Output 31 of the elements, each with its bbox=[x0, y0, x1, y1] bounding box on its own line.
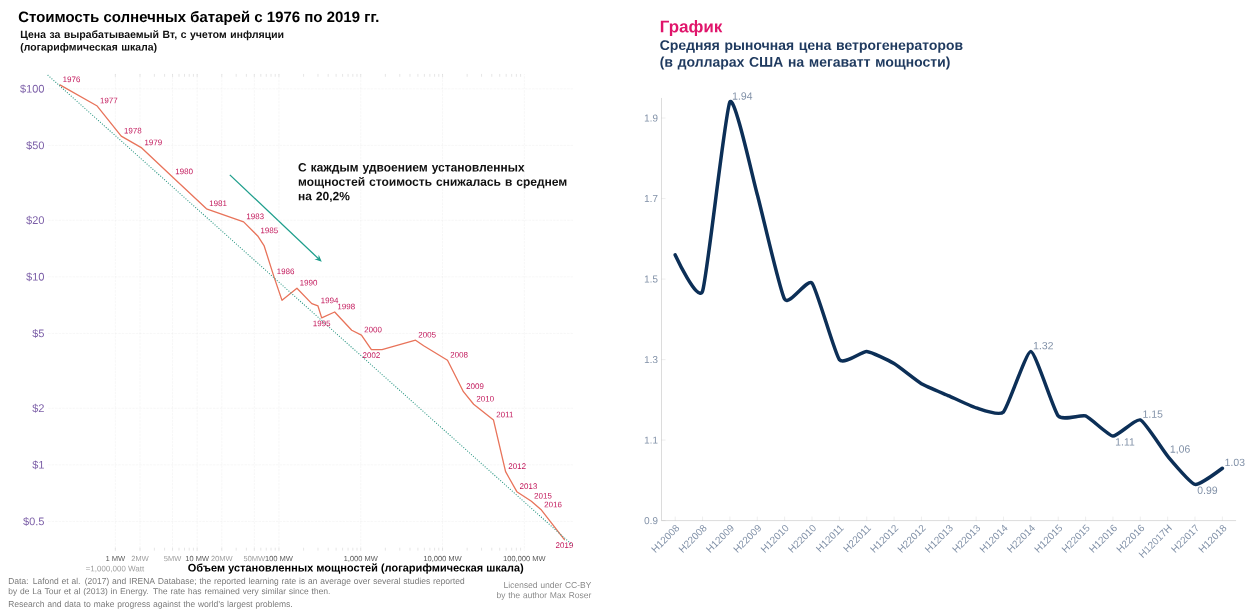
y-tick-label: 1.3 bbox=[644, 356, 658, 364]
y-tick-label: 1.7 bbox=[644, 195, 658, 203]
text: Research and data to make progress against the world’s largest problems. bbox=[8, 600, 292, 609]
y-tick-label: $10 bbox=[26, 272, 44, 282]
y-tick-label: 1.5 bbox=[644, 275, 658, 283]
data-label: 1,06 bbox=[1170, 445, 1190, 455]
y-tick-label: 1.9 bbox=[644, 114, 658, 122]
y-tick-label: $100 bbox=[20, 84, 44, 94]
data-label: 1.32 bbox=[1033, 342, 1053, 350]
chart-title: График bbox=[660, 20, 723, 37]
chart-subtitle: Цена за вырабатываемый Вт, с учетом инфляции (логарифмическая шкала) bbox=[20, 30, 284, 53]
y-tick-label: $2 bbox=[32, 404, 44, 413]
chart-title: Стоимость солнечных батарей с 1976 по 2019 гг. bbox=[18, 11, 379, 26]
data-label: 1.94 bbox=[732, 92, 753, 100]
y-tick-label: $5 bbox=[32, 329, 44, 339]
data-label: 1.15 bbox=[1143, 410, 1163, 419]
text: Data: Lafond et al. (2017) and IRENA Database; the reported learning rate is an average over several studies reported by de La Tour et al (2013) in Energy. The rate has remained very similar since then. bbox=[8, 577, 465, 597]
y-tick-label: $0.5 bbox=[23, 517, 44, 527]
text: Licensed under CC-BY by the author Max Roser bbox=[497, 581, 592, 601]
y-tick-label: 0.9 bbox=[644, 517, 658, 525]
x-axis-title: Объем установленных мощностей (логарифмическая шкала) bbox=[188, 563, 524, 575]
y-tick-label: $1 bbox=[32, 460, 44, 470]
y-tick-label: $50 bbox=[26, 141, 44, 151]
data-label: 0.99 bbox=[1197, 486, 1218, 495]
data-label: 1.03 bbox=[1225, 458, 1245, 467]
y-tick-label: 1.1 bbox=[644, 436, 658, 444]
y-tick-label: $20 bbox=[26, 216, 44, 225]
data-label: 1.11 bbox=[1115, 438, 1135, 446]
line-series bbox=[673, 100, 1225, 487]
chart-subtitle: Средняя рыночная цена ветрогенераторов (в долларах США на мегаватт мощности) bbox=[660, 40, 963, 70]
annotation: С каждым удвоением установленных мощностей стоимость снижалась в среднем на 20,2% bbox=[298, 163, 567, 203]
